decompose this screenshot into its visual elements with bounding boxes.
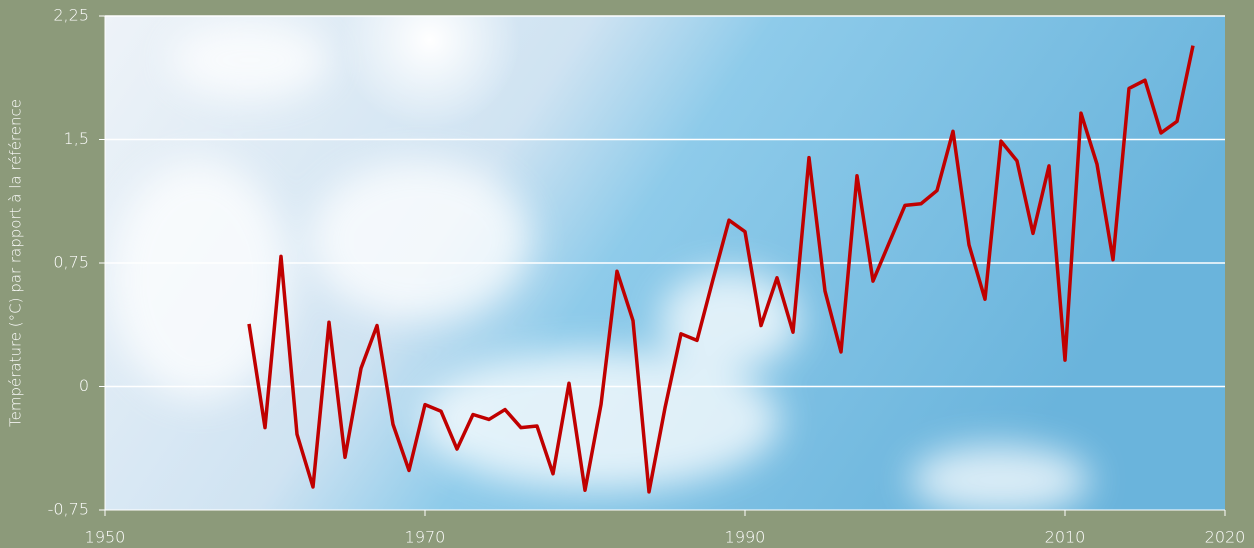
x-tick-label: 1990 bbox=[725, 528, 766, 547]
y-tick-label: 0,75 bbox=[53, 253, 89, 272]
y-tick-label: 0 bbox=[79, 376, 89, 395]
x-tick-label: 2010 bbox=[1045, 528, 1086, 547]
y-tick-label: 1,5 bbox=[64, 129, 89, 148]
data-line bbox=[247, 45, 1195, 494]
y-axis-label: Température (°C) par rapport à la référe… bbox=[7, 99, 25, 427]
x-tick-label: 1950 bbox=[85, 528, 126, 547]
x-tick-label: 2020 bbox=[1205, 528, 1246, 547]
y-tick-label: 2,25 bbox=[53, 6, 89, 25]
x-tick-label: 1970 bbox=[405, 528, 446, 547]
y-tick-label: -0,75 bbox=[48, 500, 89, 519]
